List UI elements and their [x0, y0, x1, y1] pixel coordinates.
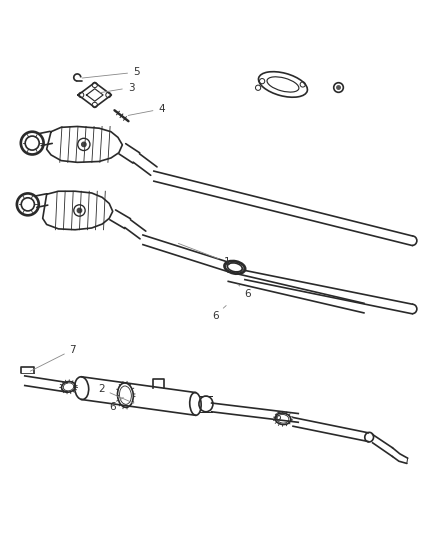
Circle shape: [336, 86, 339, 89]
Text: 6: 6: [109, 398, 123, 411]
Text: 1: 1: [178, 244, 230, 267]
Text: 7: 7: [30, 345, 76, 371]
Text: 4: 4: [128, 104, 165, 116]
Text: 6: 6: [237, 284, 251, 298]
Text: 6: 6: [211, 305, 226, 320]
Text: 6: 6: [273, 413, 280, 423]
Text: 3: 3: [99, 83, 134, 93]
Circle shape: [81, 142, 86, 147]
Circle shape: [77, 208, 81, 213]
Text: 5: 5: [82, 67, 139, 78]
Text: 2: 2: [98, 384, 134, 403]
